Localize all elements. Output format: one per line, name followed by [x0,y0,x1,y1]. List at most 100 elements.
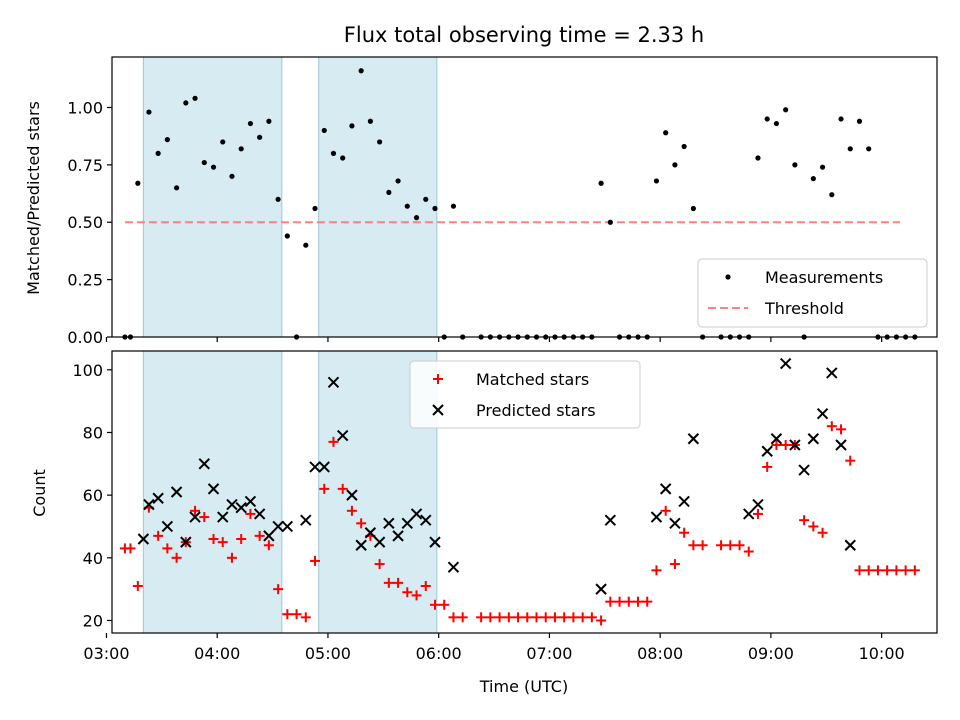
top-axes-frame [111,56,938,338]
matched-star-point [411,590,422,601]
predicted-star-point-b [798,464,810,476]
bottom-y-tick-label: 100 [72,361,103,380]
predicted-star-point-b [207,483,220,495]
matched-star-point [153,530,164,541]
bottom-axes-frame [111,350,938,634]
top-y-tick-label: 0.75 [67,156,103,175]
matched-star-point [559,612,570,623]
matched-star-point [132,581,143,591]
predicted-star-point-b [779,357,792,370]
measurement-point [275,196,281,202]
predicted-star-point [189,511,201,523]
matched-star-point [245,508,256,519]
matched-star-point [513,612,524,623]
matched-star-point [568,612,579,623]
matched-star-point [263,540,274,551]
matched-star-point [900,565,911,576]
predicted-star-point [835,439,847,451]
matched-star-point [383,577,394,588]
predicted-star-point-b [346,489,358,501]
top-y-tick-label: 0.25 [67,271,103,290]
matched-star-point [826,421,837,432]
matched-star-point [651,565,662,576]
matched-star-point [476,612,487,623]
predicted-star-point-b [198,458,210,470]
predicted-star-point-b [392,530,404,542]
predicted-star-point-b [281,520,294,533]
predicted-star-point-b [410,508,423,520]
matched-star-point [660,505,671,516]
predicted-star-point [364,527,377,539]
measurement-point [653,178,660,184]
bottom-y-axis-label: Count [30,469,49,517]
matched-star-point [614,596,625,607]
predicted-star-point [798,464,810,476]
predicted-star-point-b [429,536,441,548]
matched-star-point [586,612,597,623]
measurement-point [829,192,835,198]
predicted-star-point-b [687,433,700,445]
matched-star-point [688,540,699,551]
predicted-star-point-b [217,511,229,523]
matched-star-point [282,609,293,620]
predicted-star-point-b [770,433,783,445]
matched-star-point [596,615,607,626]
legend-matched-label: Matched stars [476,370,589,389]
measurement-point [773,120,780,127]
measurement-point [607,219,613,225]
top-legend-box [697,258,928,328]
predicted-star-point-b [373,536,386,548]
bottom-y-tick-label: 60 [83,486,103,505]
predicted-star-point-b [604,514,617,526]
predicted-star-point [373,536,386,548]
matched-star-point [346,505,357,516]
predicted-star-point [318,461,330,473]
matched-star-point [836,424,847,435]
x-axis-label: Time (UTC) [479,677,568,696]
matched-star-point [891,565,902,576]
predicted-star-point-b [364,527,377,539]
predicted-star-point-b [180,536,192,548]
bottom-panel: 20 40 60 80 100 03:00 04:00 05:00 06:00 07:00 08:0… [72,350,938,663]
matched-star-point [300,612,311,623]
measurement-point [284,233,290,239]
measurement-point [413,215,420,221]
predicted-star-point [170,486,183,498]
measurement-point [847,146,853,152]
measurement-point [783,107,789,113]
predicted-star-point-b [678,495,690,508]
predicted-star-point [207,483,220,495]
predicted-star-point [752,498,764,511]
measurement-point [340,155,346,161]
measurement-point [266,118,272,124]
predicted-star-point [595,583,607,595]
predicted-star-point [826,367,838,379]
predicted-star-point [244,495,257,508]
matched-star-point [374,559,385,570]
legend-measurements-label: Measurements [765,268,883,287]
measurement-point [164,137,170,143]
matched-star-point [429,599,440,610]
chart-title: Flux total observing time = 2.33 h [344,23,704,47]
measurement-point [432,205,438,212]
matched-star-point [226,552,237,563]
matched-star-point [845,455,856,466]
predicted-star-point [410,508,423,520]
predicted-star-point-b [226,498,238,511]
matched-star-point [236,534,247,544]
predicted-star-point-b [170,486,183,498]
predicted-star-point [687,433,700,445]
top-y-tick-label: 1.00 [67,98,103,117]
measurement-point [330,150,337,156]
matched-star-point [771,440,782,450]
matched-star-point [171,552,182,563]
matched-star-point [642,596,653,607]
predicted-star-point [447,561,460,573]
matched-star-point [863,565,874,576]
matched-star-point [420,581,431,591]
matched-star-point [439,599,450,610]
predicted-star-point-b [309,461,321,473]
measurement-point [210,164,217,170]
predicted-star-point-b [263,530,275,542]
measurement-point [838,116,844,122]
